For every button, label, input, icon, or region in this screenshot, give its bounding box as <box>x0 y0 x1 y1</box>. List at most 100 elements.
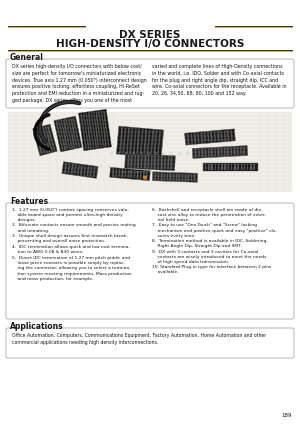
Bar <box>70 118 78 147</box>
Bar <box>137 155 140 168</box>
Bar <box>58 120 66 150</box>
Bar <box>176 173 177 181</box>
Bar <box>115 169 117 177</box>
FancyBboxPatch shape <box>6 203 294 319</box>
Bar <box>254 164 255 170</box>
Bar <box>151 156 153 169</box>
Bar <box>220 131 223 141</box>
Bar <box>208 149 210 157</box>
Text: 9.  DX with 3 contacts and 3 cavities for Co-axial
    contacts are wisely intro: 9. DX with 3 contacts and 3 cavities for… <box>152 250 266 264</box>
Bar <box>167 173 168 180</box>
Bar <box>45 126 53 152</box>
Bar <box>124 153 176 171</box>
Text: 1.  1.27 mm (0.050") contact spacing conserves valu-
    able board space and pe: 1. 1.27 mm (0.050") contact spacing cons… <box>12 208 129 222</box>
Bar <box>184 129 236 145</box>
Bar <box>127 154 129 167</box>
Text: DX SERIES: DX SERIES <box>119 30 181 40</box>
Bar <box>124 170 126 178</box>
Bar <box>224 130 226 141</box>
Bar <box>146 171 148 179</box>
Text: 189: 189 <box>281 413 292 418</box>
Bar <box>88 113 94 148</box>
Bar <box>47 126 55 151</box>
Text: 10. Standard Plug-in type for interface between 2 pins
    available.: 10. Standard Plug-in type for interface … <box>152 265 271 275</box>
Bar <box>134 170 136 178</box>
Bar <box>188 174 189 181</box>
Bar <box>140 155 143 168</box>
Bar <box>65 119 73 149</box>
Bar <box>136 170 139 179</box>
Bar <box>187 134 190 144</box>
Bar <box>194 133 196 143</box>
Bar <box>164 173 165 180</box>
Bar <box>136 129 140 155</box>
Bar <box>169 173 171 180</box>
Bar <box>127 170 130 178</box>
Bar <box>164 156 166 169</box>
Text: 2.  Bifurcate contacts ensure smooth and precise mating
    and unmating.: 2. Bifurcate contacts ensure smooth and … <box>12 224 136 232</box>
Bar <box>237 147 239 155</box>
Bar <box>184 174 186 181</box>
Bar <box>40 128 48 153</box>
Bar <box>241 164 242 170</box>
Bar <box>227 130 230 140</box>
Bar <box>230 130 233 140</box>
Bar <box>195 149 197 157</box>
Bar <box>178 174 180 181</box>
Bar <box>83 166 86 176</box>
Bar <box>233 147 236 155</box>
Bar <box>244 164 245 170</box>
Bar <box>227 147 229 156</box>
Bar <box>93 167 96 177</box>
Bar <box>68 163 70 173</box>
Text: HIGH-DENSITY I/O CONNECTORS: HIGH-DENSITY I/O CONNECTORS <box>56 39 244 49</box>
Text: 7.  Easy to use "One-Touch" and "Screw" locking
    mechanism and positive quick: 7. Easy to use "One-Touch" and "Screw" l… <box>152 224 277 238</box>
Bar <box>130 170 133 178</box>
Bar <box>103 110 110 146</box>
Bar <box>198 149 200 157</box>
Bar <box>157 130 161 157</box>
Bar <box>147 156 149 168</box>
Bar <box>217 131 219 142</box>
Bar <box>134 155 136 168</box>
Bar <box>83 113 89 149</box>
Bar <box>93 112 100 148</box>
Bar <box>73 117 80 147</box>
Bar <box>240 147 242 155</box>
Bar <box>74 164 77 174</box>
Bar <box>8 112 292 192</box>
Text: э   л: э л <box>100 164 110 169</box>
Bar <box>207 132 209 142</box>
FancyBboxPatch shape <box>6 328 294 358</box>
Text: 5.  Direct IDC termination of 1.27 mm pitch public and
    loose piece contacts : 5. Direct IDC termination of 1.27 mm pit… <box>12 256 132 280</box>
Bar <box>100 111 107 147</box>
Bar <box>157 156 159 169</box>
Bar <box>190 174 192 181</box>
Bar <box>63 119 70 149</box>
Bar <box>220 148 223 156</box>
Bar <box>77 165 80 175</box>
Bar <box>118 169 120 177</box>
Bar <box>152 172 198 182</box>
Bar <box>247 164 248 170</box>
Bar <box>230 147 232 156</box>
Bar <box>172 173 174 181</box>
Bar <box>54 116 82 152</box>
Bar <box>68 119 75 148</box>
Bar <box>85 113 92 149</box>
Bar <box>205 164 206 170</box>
Bar <box>80 165 83 175</box>
Bar <box>167 156 169 170</box>
Bar <box>214 164 216 170</box>
Bar <box>204 133 206 142</box>
Bar <box>218 164 219 170</box>
Bar <box>192 146 248 159</box>
Bar <box>150 130 154 156</box>
Text: к   о   м   п   о   н   е   н   т: к о м п о н е н т <box>123 170 177 174</box>
Text: DX series high-density I/O connectors with below cost/
size are perfect for tomo: DX series high-density I/O connectors wi… <box>12 64 147 103</box>
Text: General: General <box>10 53 44 62</box>
Bar <box>110 167 150 181</box>
Bar <box>154 130 157 156</box>
Bar <box>160 173 162 180</box>
Bar <box>147 130 151 156</box>
